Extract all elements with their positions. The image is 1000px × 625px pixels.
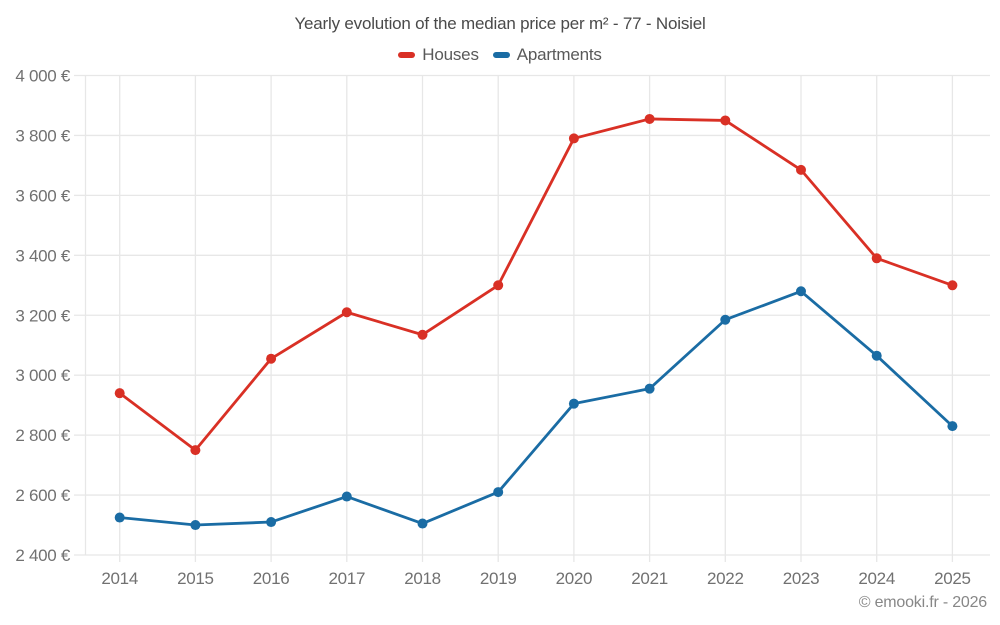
houses-data-point[interactable] [796,164,806,175]
x-axis-label: 2017 [328,569,365,588]
houses-data-point[interactable] [341,307,352,318]
apartments-data-point[interactable] [114,512,125,523]
houses-data-point[interactable] [644,113,655,124]
apartments-series-swatch-icon [492,52,510,58]
legend-item-houses[interactable]: Houses [398,45,479,65]
houses-data-point[interactable] [871,253,882,264]
houses-data-point[interactable] [947,280,958,291]
x-axis-label: 2019 [480,569,517,588]
houses-data-point[interactable] [568,133,579,144]
apartments-data-point[interactable] [947,421,958,432]
legend-label-apartments: Apartments [516,45,602,64]
x-axis-label: 2023 [783,569,820,588]
houses-data-point[interactable] [266,353,277,364]
chart-legend: Houses Apartments [0,45,1000,65]
y-axis-label: 3 600 € [15,186,70,205]
apartments-data-point[interactable] [871,350,882,361]
apartments-data-point[interactable] [417,518,428,529]
houses-series-line [118,117,954,452]
y-axis-label: 3 800 € [15,126,70,145]
apartments-data-point[interactable] [341,491,352,502]
x-axis-label: 2021 [631,569,668,588]
y-axis-label: 2 400 € [15,546,70,565]
x-axis-label: 2020 [556,569,593,588]
x-axis-label: 2025 [934,569,971,588]
apartments-data-point[interactable] [266,517,277,528]
houses-data-point[interactable] [720,115,731,126]
y-axis-label: 4 000 € [15,67,70,86]
houses-series-swatch-icon [398,52,416,58]
apartments-data-point[interactable] [190,520,201,531]
y-axis-label: 3 000 € [15,366,70,385]
y-axis-label: 2 600 € [15,486,70,505]
copyright-footer: © emooki.fr - 2026 [858,594,987,611]
apartments-data-point[interactable] [796,286,806,297]
x-axis-label: 2022 [707,569,744,588]
apartments-data-point[interactable] [493,487,504,498]
apartments-data-point[interactable] [644,383,655,394]
apartments-data-point[interactable] [568,398,579,409]
y-axis-label: 3 400 € [15,246,70,265]
y-axis-label: 2 800 € [15,426,70,445]
houses-data-point[interactable] [493,280,504,291]
houses-data-point[interactable] [190,445,201,456]
y-axis-label: 3 200 € [15,306,70,325]
chart-title: Yearly evolution of the median price per… [294,14,706,33]
x-axis-label: 2016 [253,569,290,588]
apartments-series-line [118,289,954,527]
x-axis-label: 2014 [101,569,138,588]
legend-label-houses: Houses [422,45,479,64]
houses-data-point[interactable] [417,329,428,340]
x-axis-label: 2024 [858,569,895,588]
x-axis-label: 2015 [177,569,214,588]
x-axis-label: 2018 [404,569,441,588]
legend-item-apartments[interactable]: Apartments [492,45,602,65]
houses-data-point[interactable] [114,388,125,399]
apartments-data-point[interactable] [720,314,731,325]
